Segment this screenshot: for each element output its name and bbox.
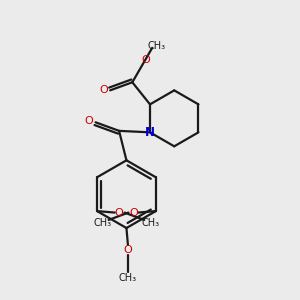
Text: O: O: [129, 208, 138, 218]
Text: CH₃: CH₃: [119, 273, 137, 283]
Text: O: O: [115, 208, 124, 218]
Text: O: O: [85, 116, 94, 126]
Text: O: O: [141, 56, 150, 65]
Text: N: N: [145, 126, 155, 139]
Text: O: O: [124, 245, 132, 255]
Text: CH₃: CH₃: [148, 41, 166, 51]
Text: CH₃: CH₃: [94, 218, 112, 228]
Text: O: O: [99, 85, 108, 95]
Text: CH₃: CH₃: [141, 218, 159, 228]
